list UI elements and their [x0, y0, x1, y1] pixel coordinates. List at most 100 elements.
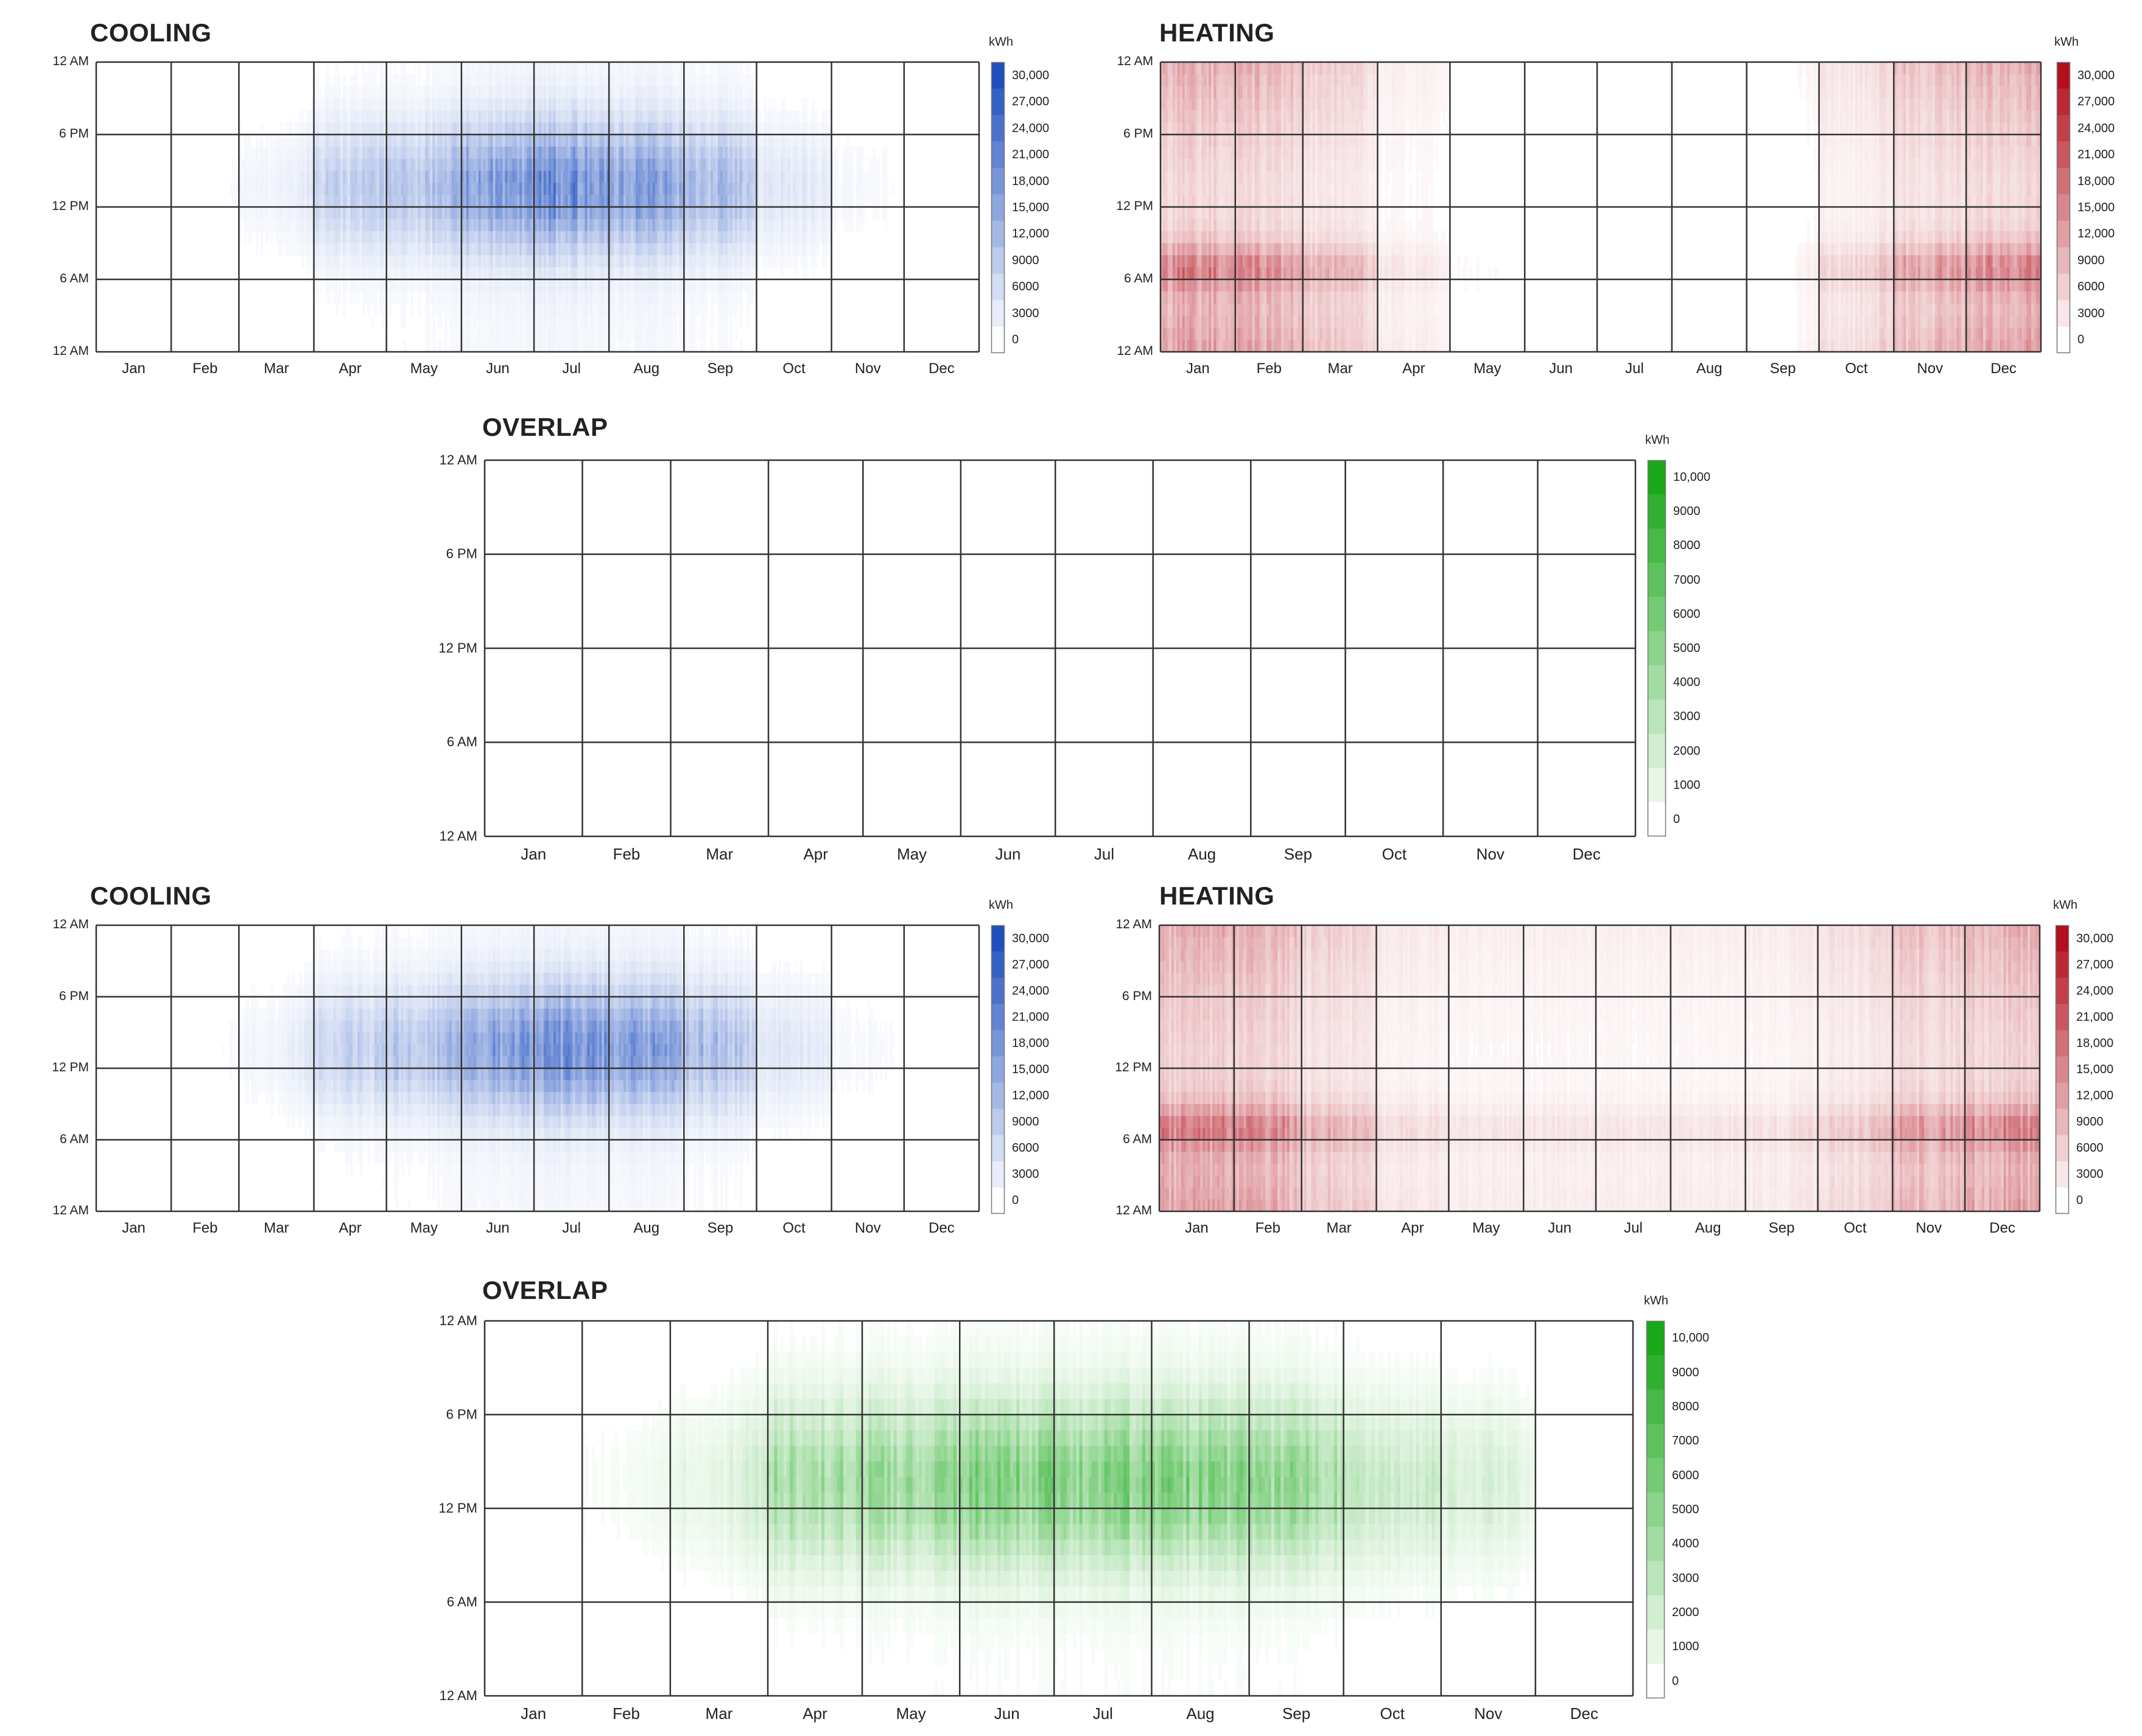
heatmap-cell — [350, 86, 353, 99]
heatmap-cell — [456, 195, 460, 208]
heatmap-cell — [637, 122, 641, 135]
heatmap-cell — [248, 231, 251, 244]
heatmap-cell — [432, 86, 435, 99]
heatmap-cell — [567, 170, 571, 183]
heatmap-cell — [463, 279, 467, 292]
heatmap-cell — [802, 146, 806, 159]
heatmap-cell — [609, 267, 612, 280]
heatmap-cell — [253, 146, 256, 159]
heatmap-cell — [565, 110, 569, 123]
heatmap-cell — [577, 110, 581, 123]
heatmap-cell — [729, 291, 733, 304]
heatmap-cell — [804, 219, 808, 232]
heatmap-cell — [642, 110, 646, 123]
heatmap-cell — [672, 279, 675, 292]
heatmap-cell — [558, 231, 561, 244]
heatmap-cell — [244, 195, 247, 208]
heatmap-cell — [362, 183, 365, 195]
heatmap-cell — [357, 158, 360, 172]
heatmap-cell — [476, 291, 479, 304]
heatmap-cell — [490, 315, 494, 328]
heatmap-cell — [764, 183, 767, 195]
heatmap-cell — [611, 183, 614, 195]
heatmap-cell — [478, 146, 482, 159]
heatmap-cell — [717, 135, 721, 147]
heatmap-cell — [729, 243, 733, 256]
heatmap-cell — [814, 207, 818, 220]
heatmap-cell — [694, 267, 697, 280]
heatmap-cell — [594, 243, 597, 256]
heatmap-cell — [679, 267, 682, 280]
heatmap-cell — [637, 183, 641, 195]
heatmap-cell — [538, 74, 542, 87]
heatmap-cell — [301, 158, 305, 172]
heatmap-cell — [555, 146, 559, 159]
heatmap-cell — [647, 291, 651, 304]
heatmap-cell — [727, 291, 731, 304]
heatmap-cell — [891, 183, 895, 195]
heatmap-cell — [751, 219, 755, 232]
heatmap-cell — [309, 243, 312, 256]
heatmap-cell — [398, 219, 402, 232]
heatmap-cell — [396, 255, 399, 268]
heatmap-cell — [609, 315, 612, 328]
heatmap-cell — [473, 327, 477, 340]
heatmap-cell — [541, 122, 544, 135]
heatmap-cell — [589, 158, 592, 172]
heatmap-cell — [814, 195, 818, 208]
heatmap-cell — [430, 98, 433, 111]
heatmap-cell — [689, 315, 692, 328]
heatmap-cell — [555, 170, 559, 183]
heatmap-cell — [289, 135, 293, 147]
heatmap-cell — [369, 146, 373, 159]
heatmap-cell — [437, 110, 440, 123]
heatmap-cell — [463, 62, 467, 75]
heatmap-cell — [858, 195, 861, 208]
heatmap-cell — [340, 110, 343, 123]
heatmap-cell — [519, 98, 522, 111]
heatmap-cell — [406, 74, 409, 87]
heatmap-cell — [602, 195, 605, 208]
heatmap-cell — [759, 146, 762, 159]
heatmap-cell — [454, 170, 457, 183]
heatmap-cell — [367, 158, 370, 172]
heatmap-cell — [318, 98, 322, 111]
heatmap-cell — [456, 135, 460, 147]
heatmap-cell — [550, 122, 554, 135]
heatmap-cell — [432, 146, 435, 159]
colorbar-tick-label: 9000 — [1012, 254, 1039, 268]
heatmap-cell — [425, 219, 428, 232]
heatmap-cell — [408, 231, 412, 244]
heatmap-cell — [635, 219, 639, 232]
colorbar-tick-label: 21,000 — [1012, 148, 1049, 162]
heatmap-cell — [635, 170, 639, 183]
heatmap-cell — [485, 340, 489, 352]
heatmap-cell — [335, 98, 339, 111]
heatmap-cell — [340, 98, 343, 111]
heatmap-cell — [369, 170, 373, 183]
heatmap-cell — [858, 219, 861, 232]
heatmap-cell — [1161, 158, 1164, 172]
heatmap-cell — [483, 303, 486, 317]
heatmap-cell — [742, 231, 745, 244]
heatmap-cell — [335, 243, 339, 256]
heatmap-cell — [386, 267, 390, 280]
heatmap-cell — [401, 183, 404, 195]
heatmap-cell — [575, 98, 578, 111]
heatmap-cell — [717, 110, 721, 123]
heatmap-cell — [299, 170, 303, 183]
heatmap-cell — [463, 98, 467, 111]
heatmap-cell — [517, 122, 520, 135]
heatmap-cell — [729, 279, 733, 292]
heatmap-cell — [297, 170, 300, 183]
heatmap-cell — [430, 267, 433, 280]
heatmap-cell — [764, 207, 767, 220]
heatmap-cell — [309, 110, 312, 123]
heatmap-cell — [483, 231, 486, 244]
heatmap-cell — [423, 243, 426, 256]
heatmap-cell — [563, 219, 566, 232]
heatmap-cell — [335, 110, 339, 123]
heatmap-cell — [626, 135, 629, 147]
heatmap-cell — [599, 243, 602, 256]
heatmap-cell — [694, 86, 697, 99]
